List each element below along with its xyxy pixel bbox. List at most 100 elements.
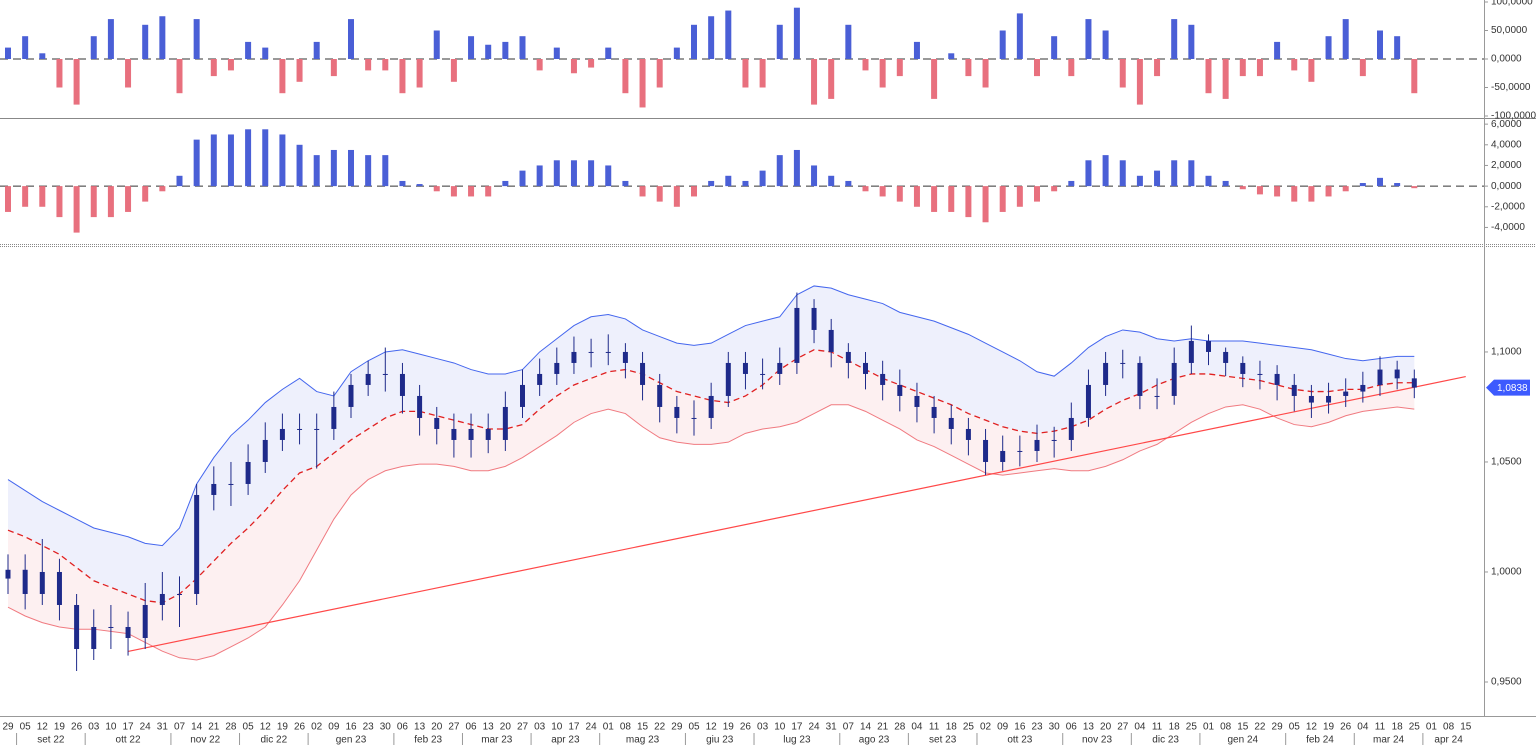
candle-body xyxy=(931,406,937,418)
x-tick-label: 18 xyxy=(1169,722,1181,733)
candle-body xyxy=(554,362,560,374)
x-tick-label: 29 xyxy=(671,722,683,733)
x-tick-label: 10 xyxy=(105,722,117,733)
bar xyxy=(1359,59,1366,77)
candle-body xyxy=(108,626,114,628)
x-tick-label: 25 xyxy=(1409,722,1421,733)
bar xyxy=(142,24,149,59)
bar xyxy=(1325,186,1332,197)
candle-body xyxy=(571,351,577,363)
bar xyxy=(159,16,166,59)
bar xyxy=(965,186,972,218)
candle-body xyxy=(1411,378,1417,388)
bar xyxy=(227,134,234,187)
x-tick-label: 19 xyxy=(277,722,289,733)
bar xyxy=(879,59,886,88)
bar xyxy=(965,59,972,77)
bar xyxy=(639,186,646,197)
x-tick-label: 24 xyxy=(586,722,598,733)
y-tick-label: 0,0000 xyxy=(1491,181,1522,192)
bar xyxy=(879,186,886,197)
bar xyxy=(982,186,989,223)
candle-body xyxy=(468,428,474,440)
x-tick-label: 06 xyxy=(465,722,477,733)
candle-body xyxy=(314,428,320,430)
candle-body xyxy=(914,395,920,407)
x-tick-label: 20 xyxy=(431,722,443,733)
bar xyxy=(313,41,320,59)
bar xyxy=(708,180,715,187)
bar xyxy=(1205,175,1212,187)
x-tick-label: 26 xyxy=(71,722,83,733)
x-tick-label: 01 xyxy=(1426,722,1438,733)
candle-body xyxy=(828,329,834,352)
candle-body xyxy=(434,417,440,429)
candle-body xyxy=(211,483,217,495)
bar xyxy=(1016,13,1023,60)
bar xyxy=(776,24,783,59)
candle-body xyxy=(1343,391,1349,396)
y-tick-label: 0,0000 xyxy=(1491,54,1522,65)
bar xyxy=(90,186,97,218)
candle-body xyxy=(1274,373,1280,385)
bar xyxy=(759,170,766,187)
bar xyxy=(1085,160,1092,187)
month-label: mar 24 xyxy=(1373,735,1405,745)
candle-body xyxy=(1000,450,1006,462)
bar xyxy=(1171,160,1178,187)
bar xyxy=(622,180,629,187)
bar xyxy=(485,44,492,59)
candle-body xyxy=(245,461,251,484)
bar xyxy=(399,59,406,94)
bar xyxy=(1239,186,1246,190)
x-tick-label: 03 xyxy=(88,722,100,733)
bar xyxy=(39,53,46,59)
bar xyxy=(793,7,800,59)
x-tick-label: 05 xyxy=(20,722,32,733)
bar xyxy=(382,155,389,187)
x-tick-label: 01 xyxy=(1203,722,1215,733)
x-tick-label: 16 xyxy=(1014,722,1026,733)
bar xyxy=(708,16,715,59)
bar xyxy=(468,186,475,197)
x-tick-label: 12 xyxy=(37,722,49,733)
candle-body xyxy=(1257,373,1263,375)
candle-body xyxy=(1377,369,1383,385)
y-tick-label: 50,0000 xyxy=(1491,25,1528,36)
candle-body xyxy=(1085,384,1091,418)
bar xyxy=(450,186,457,197)
x-tick-label: 21 xyxy=(877,722,889,733)
candle-body xyxy=(74,604,80,649)
bar xyxy=(656,59,663,88)
bar xyxy=(828,175,835,187)
bar xyxy=(1274,41,1281,59)
candle-body xyxy=(520,384,525,407)
x-tick-label: 02 xyxy=(980,722,992,733)
month-label: dic 22 xyxy=(260,735,287,745)
bar xyxy=(142,186,149,202)
bar xyxy=(39,186,46,207)
bar xyxy=(502,41,509,59)
y-tick-label: -2,0000 xyxy=(1491,201,1525,212)
candle-body xyxy=(1068,417,1074,440)
bar xyxy=(1119,59,1126,88)
bar xyxy=(673,186,680,207)
bar xyxy=(896,59,903,77)
x-tick-label: 12 xyxy=(1306,722,1318,733)
candle-body xyxy=(794,307,800,363)
x-tick-label: 12 xyxy=(706,722,718,733)
candle-body xyxy=(845,351,851,363)
bar xyxy=(22,186,29,207)
bar xyxy=(56,186,63,218)
bar xyxy=(1154,59,1161,77)
candle-body xyxy=(1017,450,1023,452)
bar xyxy=(450,59,457,82)
bar xyxy=(1188,24,1195,59)
bar xyxy=(107,186,114,218)
candle-body xyxy=(725,362,731,396)
candle-body xyxy=(399,373,405,396)
month-label: apr 24 xyxy=(1434,735,1463,745)
bar xyxy=(1377,30,1383,59)
bar xyxy=(193,139,200,187)
bar xyxy=(1256,59,1263,77)
